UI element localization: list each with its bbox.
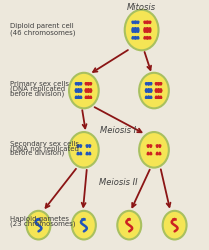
Circle shape [139,73,169,108]
Text: (23 chromosomes): (23 chromosomes) [10,221,75,228]
Circle shape [69,132,99,168]
Text: Mitosis: Mitosis [127,2,156,12]
Circle shape [163,211,187,240]
Text: Haploid gametes: Haploid gametes [10,216,69,222]
Text: Meiosis I: Meiosis I [100,126,136,134]
Text: (46 chromosomes): (46 chromosomes) [10,30,75,36]
Text: Primary sex cells: Primary sex cells [10,82,69,87]
Text: Secondary sex cells: Secondary sex cells [10,141,79,147]
Circle shape [27,211,50,240]
Text: before division): before division) [10,150,64,156]
Circle shape [117,211,141,240]
Circle shape [139,132,169,168]
Circle shape [69,73,99,108]
Text: Meiosis II: Meiosis II [99,178,137,187]
Text: (DNA replicated: (DNA replicated [10,86,65,92]
Text: (DNA not replicated: (DNA not replicated [10,145,79,152]
Circle shape [125,10,159,50]
Text: before division): before division) [10,90,64,97]
Circle shape [72,211,96,240]
Text: Diploid parent cell: Diploid parent cell [10,23,73,29]
